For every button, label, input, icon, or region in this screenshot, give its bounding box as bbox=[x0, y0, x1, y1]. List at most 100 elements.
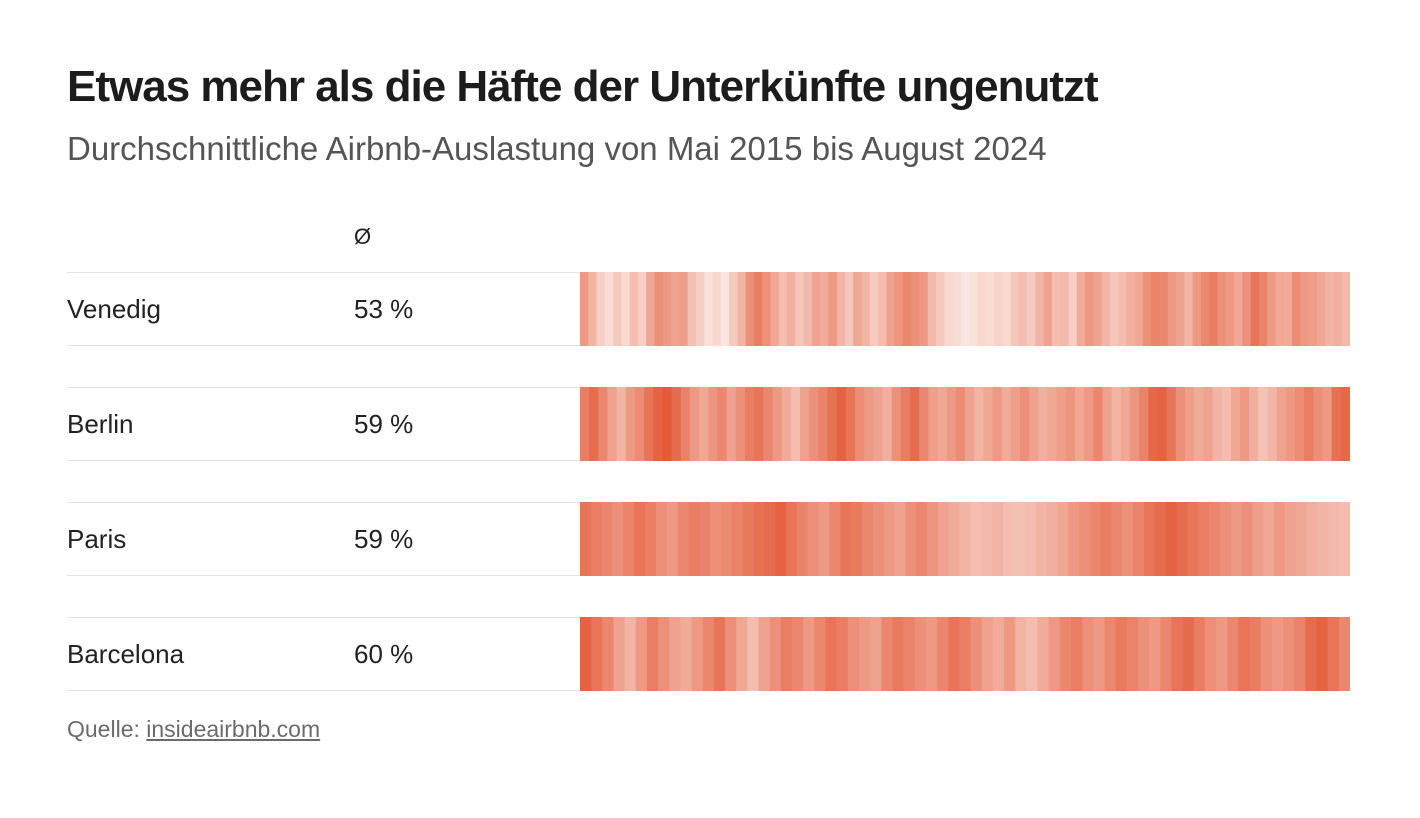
stripe-paris-29 bbox=[894, 502, 906, 576]
stripe-barcelona-56 bbox=[1204, 617, 1217, 691]
source-prefix: Quelle: bbox=[67, 716, 140, 742]
stripe-berlin-14 bbox=[708, 387, 719, 461]
stripe-venedig-1 bbox=[588, 272, 598, 346]
stripe-venedig-37 bbox=[886, 272, 896, 346]
stripe-berlin-23 bbox=[790, 387, 801, 461]
stripe-barcelona-67 bbox=[1327, 617, 1340, 691]
stripe-venedig-25 bbox=[786, 272, 796, 346]
stripe-venedig-57 bbox=[1051, 272, 1061, 346]
city-label: Venedig bbox=[67, 294, 161, 324]
average-value: 53 % bbox=[354, 294, 414, 324]
stripe-berlin-24 bbox=[800, 387, 810, 461]
stripe-berlin-57 bbox=[1102, 387, 1113, 461]
stripe-berlin-74 bbox=[1258, 387, 1269, 461]
stripe-venedig-63 bbox=[1101, 272, 1111, 346]
stripe-barcelona-54 bbox=[1182, 617, 1195, 691]
city-label: Paris bbox=[67, 524, 127, 554]
stripe-venedig-83 bbox=[1267, 272, 1277, 346]
stripe-paris-12 bbox=[710, 502, 722, 576]
stripe-venedig-3 bbox=[604, 272, 614, 346]
stripe-venedig-55 bbox=[1035, 272, 1045, 346]
table-row: Paris 59 % bbox=[67, 502, 1350, 576]
stripe-barcelona-61 bbox=[1260, 617, 1273, 691]
stripe-barcelona-53 bbox=[1171, 617, 1184, 691]
stripe-berlin-18 bbox=[745, 387, 755, 461]
stripe-paris-24 bbox=[840, 502, 852, 576]
stripe-berlin-19 bbox=[754, 387, 764, 461]
stripe-venedig-6 bbox=[629, 272, 639, 346]
stripe-berlin-28 bbox=[836, 387, 847, 461]
stripe-barcelona-32 bbox=[937, 617, 949, 691]
stripe-berlin-73 bbox=[1249, 387, 1259, 461]
stripe-paris-14 bbox=[731, 502, 744, 576]
stripe-venedig-82 bbox=[1258, 272, 1268, 346]
stripe-venedig-81 bbox=[1250, 272, 1260, 346]
stripe-barcelona-34 bbox=[959, 617, 972, 691]
stripe-berlin-0 bbox=[580, 387, 590, 461]
stripe-barcelona-39 bbox=[1015, 617, 1027, 691]
stripe-paris-39 bbox=[1002, 502, 1015, 576]
stripe-paris-37 bbox=[981, 502, 993, 576]
stripe-paris-60 bbox=[1230, 502, 1243, 576]
stripe-paris-13 bbox=[720, 502, 733, 576]
stripe-venedig-89 bbox=[1316, 272, 1326, 346]
source-link[interactable]: insideairbnb.com bbox=[146, 716, 321, 742]
stripe-venedig-44 bbox=[944, 272, 954, 346]
stripe-berlin-45 bbox=[992, 387, 1003, 461]
stripe-berlin-61 bbox=[1139, 387, 1149, 461]
stripe-barcelona-0 bbox=[580, 617, 592, 691]
stripe-berlin-33 bbox=[882, 387, 893, 461]
stripe-berlin-65 bbox=[1175, 387, 1186, 461]
stripe-paris-5 bbox=[634, 502, 646, 576]
stripe-venedig-7 bbox=[637, 272, 647, 346]
stripe-paris-65 bbox=[1284, 502, 1297, 576]
stripe-barcelona-13 bbox=[725, 617, 737, 691]
stripe-berlin-71 bbox=[1230, 387, 1241, 461]
stripe-barcelona-43 bbox=[1059, 617, 1072, 691]
stripe-barcelona-36 bbox=[981, 617, 994, 691]
stripe-barcelona-30 bbox=[914, 617, 927, 691]
stripe-berlin-27 bbox=[827, 387, 838, 461]
stripe-venedig-13 bbox=[687, 272, 697, 346]
stripe-venedig-45 bbox=[952, 272, 962, 346]
stripe-paris-70 bbox=[1339, 502, 1350, 576]
stripe-venedig-53 bbox=[1018, 272, 1028, 346]
stripe-berlin-51 bbox=[1047, 387, 1058, 461]
stripe-paris-40 bbox=[1013, 502, 1026, 576]
stripe-paris-7 bbox=[655, 502, 668, 576]
average-value: 59 % bbox=[354, 409, 414, 439]
stripe-barcelona-11 bbox=[702, 617, 715, 691]
stripe-paris-41 bbox=[1024, 502, 1037, 576]
stripe-venedig-90 bbox=[1325, 272, 1335, 346]
stripe-paris-57 bbox=[1198, 502, 1210, 576]
stripe-paris-18 bbox=[775, 502, 787, 576]
stripe-venedig-14 bbox=[695, 272, 705, 346]
stripe-barcelona-35 bbox=[970, 617, 983, 691]
stripe-venedig-70 bbox=[1159, 272, 1169, 346]
stripe-berlin-83 bbox=[1340, 387, 1350, 461]
stripe-berlin-59 bbox=[1120, 387, 1131, 461]
stripe-barcelona-59 bbox=[1238, 617, 1251, 691]
occupancy-stripes bbox=[580, 617, 1350, 691]
stripe-berlin-26 bbox=[818, 387, 829, 461]
table-row: Berlin 59 % bbox=[67, 387, 1350, 461]
stripe-venedig-42 bbox=[927, 272, 937, 346]
stripe-barcelona-20 bbox=[803, 617, 815, 691]
stripe-venedig-17 bbox=[720, 272, 730, 346]
stripe-paris-17 bbox=[764, 502, 776, 576]
stripe-paris-8 bbox=[666, 502, 679, 576]
occupancy-stripes bbox=[580, 502, 1350, 576]
stripe-venedig-0 bbox=[580, 272, 589, 346]
stripe-barcelona-37 bbox=[992, 617, 1005, 691]
stripe-berlin-53 bbox=[1065, 387, 1076, 461]
stripe-barcelona-25 bbox=[858, 617, 871, 691]
stripe-venedig-91 bbox=[1333, 272, 1343, 346]
stripe-paris-53 bbox=[1154, 502, 1167, 576]
stripe-paris-66 bbox=[1295, 502, 1308, 576]
stripe-barcelona-1 bbox=[591, 617, 603, 691]
stripe-berlin-47 bbox=[1010, 387, 1021, 461]
stripe-paris-46 bbox=[1078, 502, 1091, 576]
stripe-venedig-86 bbox=[1292, 272, 1301, 346]
stripe-berlin-58 bbox=[1111, 387, 1122, 461]
stripe-paris-52 bbox=[1143, 502, 1156, 576]
